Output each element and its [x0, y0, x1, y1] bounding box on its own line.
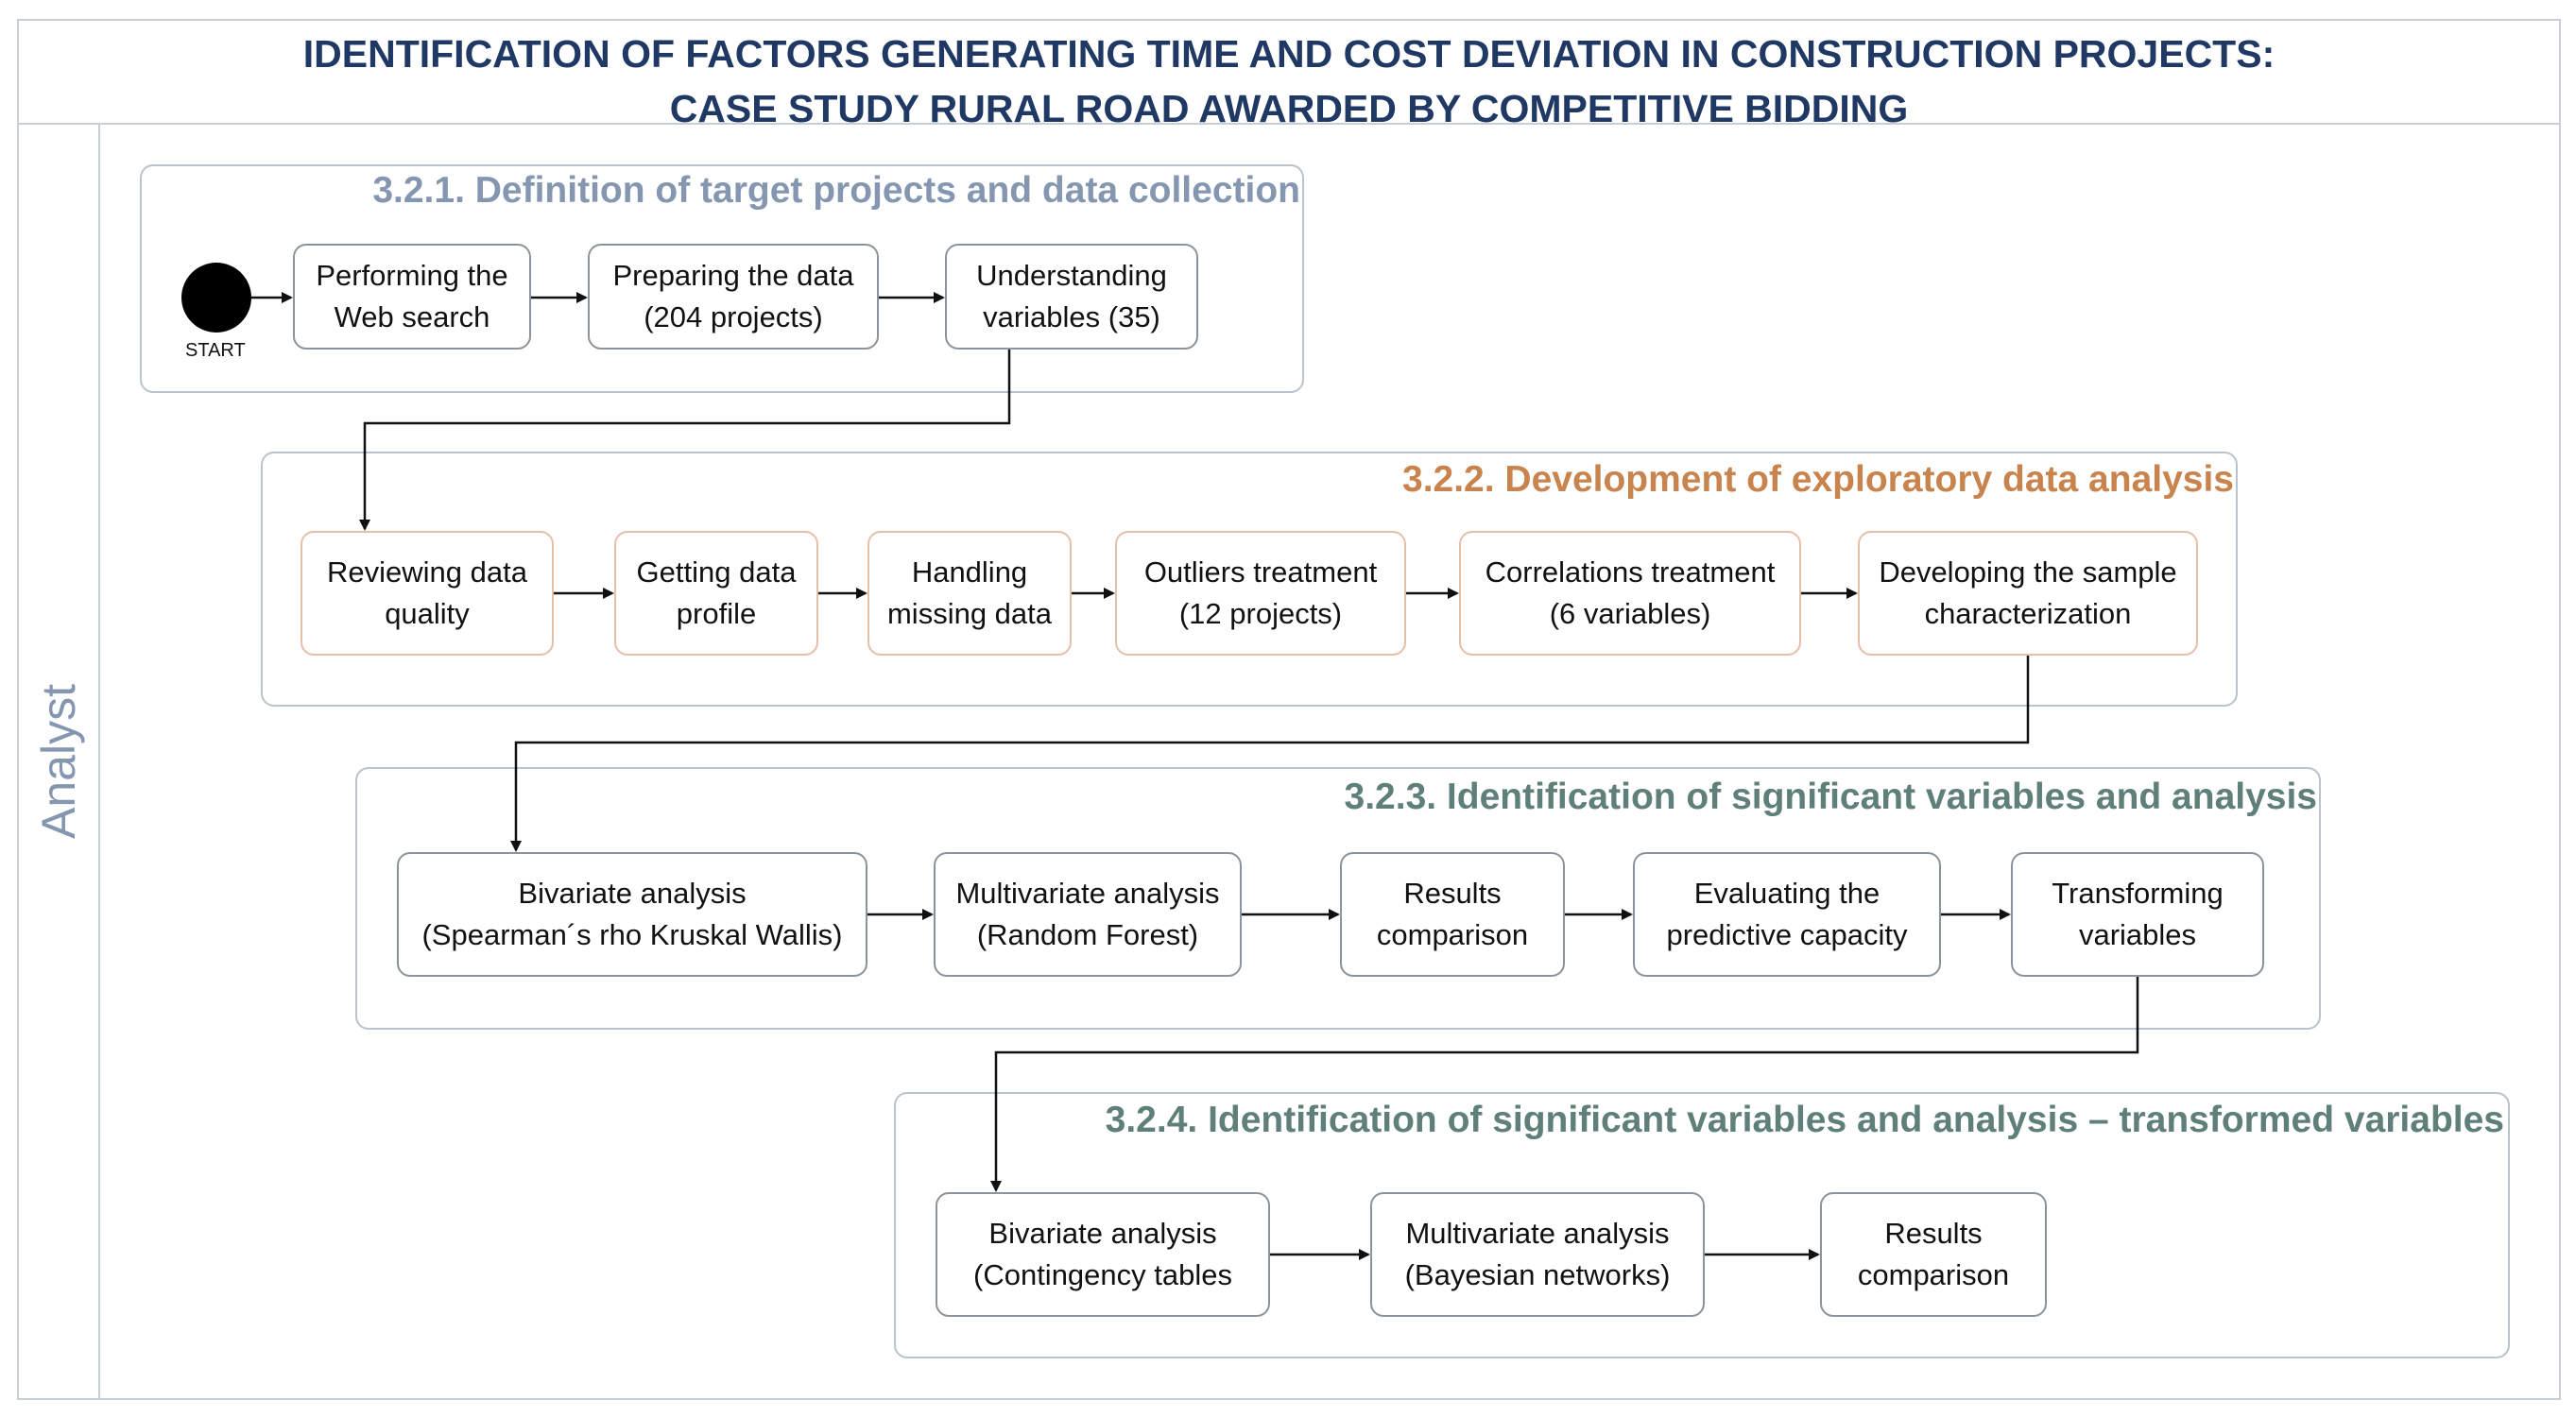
- step-evaluating-predictive-capacity: Evaluating the predictive capacity: [1633, 852, 1941, 977]
- step-correlations-treatment: Correlations treatment (6 variables): [1459, 531, 1801, 656]
- diagram-title-line-1: IDENTIFICATION OF FACTORS GENERATING TIM…: [302, 32, 2275, 76]
- step-label: Understanding variables (35): [976, 259, 1167, 333]
- step-bivariate-analysis: Bivariate analysis (Spearman´s rho Krusk…: [397, 852, 867, 977]
- step-label: Performing the Web search: [316, 259, 508, 333]
- step-outliers-treatment: Outliers treatment (12 projects): [1115, 531, 1406, 656]
- step-multivariate-analysis: Multivariate analysis (Random Forest): [934, 852, 1242, 977]
- step-label: Bivariate analysis (Spearman´s rho Krusk…: [421, 877, 843, 951]
- step-transforming-variables: Transforming variables: [2011, 852, 2264, 977]
- step-label: Multivariate analysis (Bayesian networks…: [1404, 1217, 1671, 1291]
- section-title-3-2-2: 3.2.2. Development of exploratory data a…: [1402, 459, 2234, 500]
- step-label: Bivariate analysis (Contingency tables: [973, 1217, 1232, 1291]
- connector-section2-to-section3: [510, 656, 2030, 852]
- step-label: Getting data profile: [636, 555, 797, 630]
- step-label: Outliers treatment (12 projects): [1143, 555, 1378, 630]
- step-getting-data-profile: Getting data profile: [614, 531, 818, 656]
- section-title-3-2-4: 3.2.4. Identification of significant var…: [1105, 1100, 2504, 1140]
- step-results-comparison: Results comparison: [1340, 852, 1565, 977]
- connector-section1-to-section2: [359, 350, 1011, 531]
- diagram-title-line-2: CASE STUDY RURAL ROAD AWARDED BY COMPETI…: [669, 87, 1909, 130]
- step-sample-characterization: Developing the sample characterization: [1858, 531, 2198, 656]
- step-label: Preparing the data (204 projects): [612, 259, 854, 333]
- start-label: START: [185, 340, 246, 361]
- section-title-3-2-1: 3.2.1. Definition of target projects and…: [372, 170, 1300, 211]
- step-label: Developing the sample characterization: [1879, 555, 2177, 630]
- swimlane-column: [17, 123, 100, 1400]
- step-label: Results comparison: [1857, 1217, 2010, 1291]
- start-node: [181, 263, 251, 333]
- step-results-comparison-2: Results comparison: [1820, 1192, 2047, 1317]
- step-label: Evaluating the predictive capacity: [1666, 877, 1908, 951]
- step-reviewing-data-quality: Reviewing data quality: [301, 531, 554, 656]
- step-bivariate-contingency: Bivariate analysis (Contingency tables: [936, 1192, 1270, 1317]
- section-title-3-2-3: 3.2.3. Identification of significant var…: [1344, 777, 2317, 817]
- step-web-search: Performing the Web search: [293, 244, 531, 350]
- step-handling-missing-data: Handling missing data: [867, 531, 1072, 656]
- diagram-frame: [17, 19, 2561, 1400]
- step-preparing-data: Preparing the data (204 projects): [588, 244, 879, 350]
- title-band: IDENTIFICATION OF FACTORS GENERATING TIM…: [17, 19, 2561, 130]
- step-label: Results comparison: [1376, 877, 1529, 951]
- step-label: Correlations treatment (6 variables): [1485, 555, 1776, 630]
- connector-section3-to-section4: [990, 977, 2139, 1192]
- step-label: Multivariate analysis (Random Forest): [955, 877, 1220, 951]
- step-label: Transforming variables: [2052, 877, 2224, 951]
- step-multivariate-bayesian: Multivariate analysis (Bayesian networks…: [1370, 1192, 1705, 1317]
- step-label: Reviewing data quality: [327, 555, 527, 630]
- step-understanding-variables: Understanding variables (35): [945, 244, 1198, 350]
- step-label: Handling missing data: [886, 555, 1053, 630]
